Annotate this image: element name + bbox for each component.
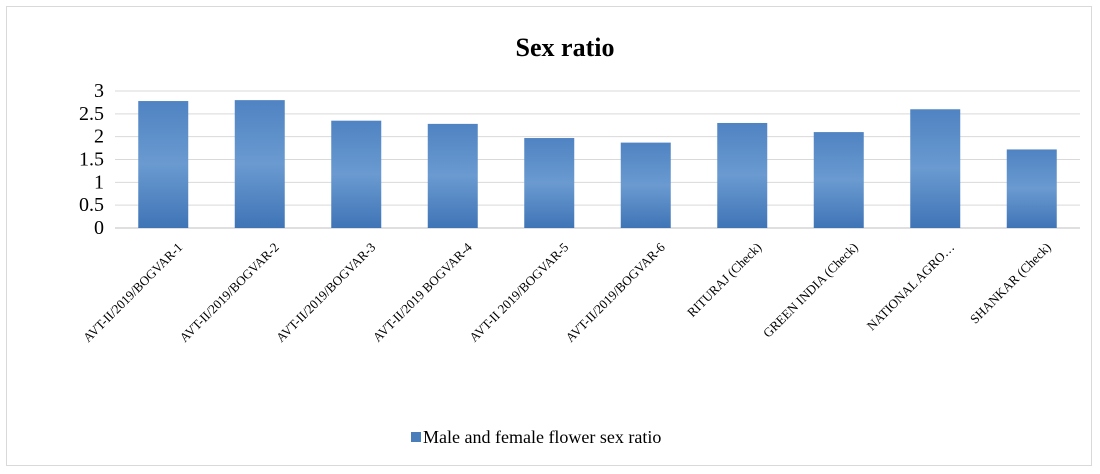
bar [138, 101, 189, 228]
y-tick-label: 1 [94, 171, 104, 193]
bar [813, 132, 864, 228]
chart-title: Sex ratio [516, 33, 615, 62]
y-tick-label: 2.5 [79, 103, 104, 125]
bars [138, 100, 1057, 228]
y-axis-ticks: 00.511.522.53 [79, 80, 104, 239]
chart-frame [6, 6, 1092, 466]
x-tick-label: RITURAJ (Check) [684, 240, 764, 320]
bar [717, 122, 768, 228]
y-tick-label: 0 [94, 217, 104, 239]
x-tick-label: GREEN INDIA (Check) [760, 240, 861, 341]
legend: Male and female flower sex ratio [411, 427, 661, 447]
x-tick-label: AVT-II/2019/BOGVAR-6 [562, 239, 668, 345]
x-tick-label: AVT-II/2019/BOGVAR-2 [176, 240, 281, 345]
x-tick-label: AVT-II 2019/BOGVAR-5 [466, 240, 571, 345]
y-tick-label: 2 [94, 126, 104, 148]
bar [910, 109, 961, 228]
bar [331, 120, 382, 228]
x-tick-label: AVT-II/2019/BOGVAR-3 [273, 240, 378, 345]
bar [1006, 149, 1057, 228]
legend-swatch [411, 432, 421, 442]
bar [620, 142, 671, 228]
y-tick-label: 1.5 [79, 149, 104, 171]
x-tick-label: AVT-II/2019/BOGVAR-1 [80, 240, 185, 345]
x-axis-ticks: AVT-II/2019/BOGVAR-1AVT-II/2019/BOGVAR-2… [80, 239, 1054, 345]
bar [427, 123, 478, 228]
legend-label: Male and female flower sex ratio [423, 427, 661, 447]
x-tick-label: AVT-II/2019 BOGVAR-4 [370, 239, 476, 345]
x-tick-label: SHANKAR (Check) [967, 240, 1054, 327]
bar [234, 100, 285, 228]
y-tick-label: 0.5 [79, 194, 104, 216]
bar [524, 138, 575, 228]
y-tick-label: 3 [94, 80, 104, 102]
x-tick-label: NATIONAL AGRO… [864, 240, 958, 334]
